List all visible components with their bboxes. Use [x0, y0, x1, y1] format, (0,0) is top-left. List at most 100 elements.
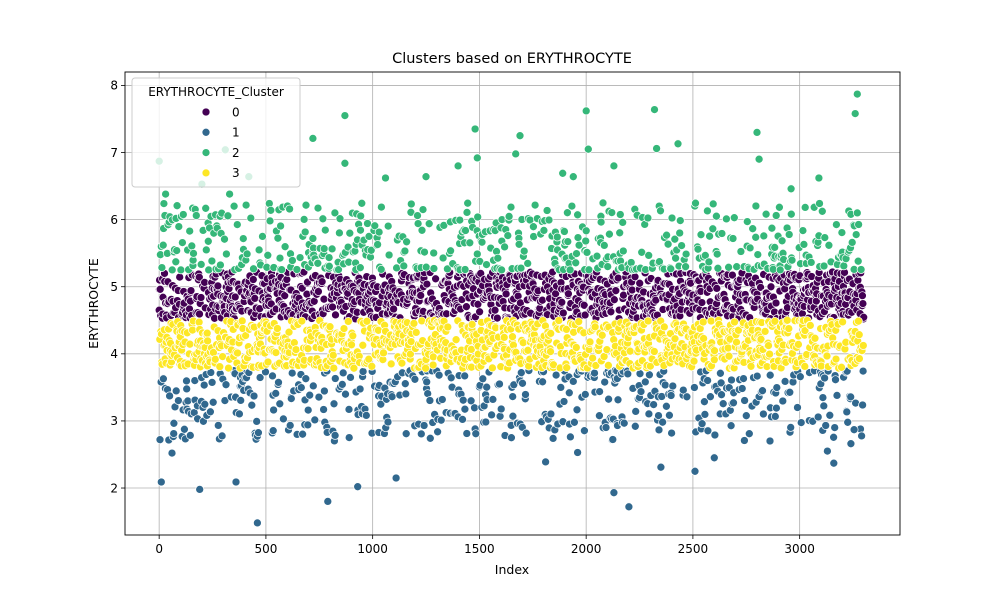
data-point-cluster-2: [560, 227, 569, 236]
data-point-cluster-2: [673, 139, 683, 149]
data-point-cluster-2: [663, 239, 673, 249]
data-point-cluster-1: [252, 417, 262, 426]
data-point-cluster-2: [573, 233, 583, 242]
data-point-cluster-1: [580, 426, 589, 436]
data-point-cluster-1: [310, 415, 320, 425]
data-point-cluster-1: [644, 409, 654, 419]
data-point-cluster-2: [786, 184, 796, 194]
data-point-cluster-2: [770, 243, 780, 252]
data-point-cluster-2: [438, 253, 448, 263]
data-point-cluster-1: [221, 380, 231, 390]
data-point-cluster-2: [377, 202, 386, 212]
data-point-cluster-3: [451, 335, 461, 345]
data-point-cluster-2: [605, 229, 614, 239]
data-point-cluster-1: [786, 423, 796, 432]
data-point-cluster-3: [467, 320, 477, 329]
data-point-cluster-3: [562, 363, 572, 373]
data-point-cluster-2: [675, 228, 685, 238]
data-point-cluster-1: [630, 421, 640, 431]
data-point-cluster-1: [570, 417, 579, 427]
data-point-cluster-1: [200, 399, 210, 409]
data-point-cluster-3: [546, 347, 555, 356]
data-point-cluster-2: [383, 221, 393, 231]
data-point-cluster-2: [420, 247, 429, 257]
data-point-cluster-2: [529, 222, 538, 232]
data-point-cluster-2: [216, 260, 225, 270]
data-point-cluster-2: [806, 258, 816, 267]
data-point-cluster-2: [220, 234, 229, 244]
data-point-cluster-2: [421, 262, 431, 272]
data-point-cluster-1: [819, 401, 829, 411]
data-point-cluster-3: [854, 316, 863, 326]
data-point-cluster-3: [831, 354, 841, 364]
x-tick-label: 2500: [678, 542, 709, 556]
data-point-cluster-1: [271, 389, 281, 398]
data-point-cluster-1: [169, 418, 179, 428]
data-point-cluster-2: [724, 262, 733, 272]
data-point-cluster-2: [506, 202, 516, 212]
legend-marker: [201, 168, 211, 178]
data-point-cluster-1: [682, 392, 692, 402]
data-point-cluster-0: [858, 299, 868, 308]
data-point-cluster-2: [455, 215, 465, 225]
data-point-cluster-3: [297, 316, 307, 326]
data-point-cluster-3: [188, 325, 197, 335]
data-point-cluster-2: [223, 211, 233, 221]
data-point-cluster-1: [341, 389, 350, 399]
data-point-cluster-1: [199, 380, 209, 390]
data-point-cluster-2: [295, 253, 305, 262]
data-point-cluster-3: [625, 346, 635, 356]
data-point-cluster-1: [846, 392, 856, 402]
data-point-cluster-0: [627, 285, 637, 295]
data-point-cluster-3: [643, 316, 653, 326]
y-tick-label: 5: [110, 280, 118, 294]
data-point-cluster-3: [855, 354, 864, 363]
data-point-cluster-2: [851, 230, 861, 239]
data-point-cluster-1: [416, 429, 426, 439]
data-point-cluster-1: [829, 458, 839, 468]
data-point-cluster-2: [542, 206, 552, 215]
data-point-cluster-1: [717, 390, 726, 400]
data-point-cluster-1: [741, 411, 751, 421]
data-point-cluster-2: [598, 198, 608, 208]
data-point-cluster-2: [201, 245, 211, 255]
data-point-cluster-3: [858, 341, 868, 350]
data-point-cluster-2: [820, 233, 830, 242]
x-tick-label: 1000: [357, 542, 388, 556]
data-point-cluster-1: [255, 373, 265, 382]
data-point-cluster-1: [320, 386, 329, 396]
data-point-cluster-2: [563, 208, 572, 218]
data-point-cluster-1: [667, 428, 676, 438]
data-point-cluster-2: [666, 264, 676, 274]
data-point-cluster-1: [595, 387, 604, 396]
data-point-cluster-2: [853, 256, 863, 266]
data-point-cluster-2: [299, 215, 309, 224]
data-point-cluster-0: [250, 294, 260, 303]
data-point-cluster-3: [349, 363, 359, 373]
data-point-cluster-1: [518, 378, 527, 388]
data-point-cluster-2: [581, 226, 591, 236]
chart-title: Clusters based on ERYTHROCYTE: [392, 51, 632, 67]
data-point-cluster-1: [509, 380, 519, 390]
data-point-cluster-2: [357, 198, 367, 208]
data-point-cluster-1: [425, 433, 435, 443]
data-point-cluster-2: [761, 209, 771, 219]
y-tick-label: 4: [110, 347, 118, 361]
y-tick-label: 8: [110, 79, 118, 93]
data-point-cluster-2: [815, 199, 824, 208]
data-point-cluster-1: [208, 397, 218, 407]
data-point-cluster-2: [472, 153, 482, 163]
data-point-cluster-1: [703, 376, 712, 385]
data-point-cluster-1: [419, 421, 429, 430]
data-point-cluster-2: [462, 208, 472, 217]
data-point-cluster-1: [765, 370, 775, 380]
data-point-cluster-1: [425, 396, 435, 405]
data-point-cluster-1: [301, 374, 311, 384]
data-point-cluster-3: [698, 317, 708, 327]
data-point-cluster-2: [318, 214, 328, 224]
data-point-cluster-1: [703, 426, 713, 436]
data-point-cluster-2: [771, 211, 781, 220]
data-point-cluster-1: [818, 393, 828, 402]
data-point-cluster-3: [710, 346, 719, 356]
data-point-cluster-1: [700, 397, 709, 407]
